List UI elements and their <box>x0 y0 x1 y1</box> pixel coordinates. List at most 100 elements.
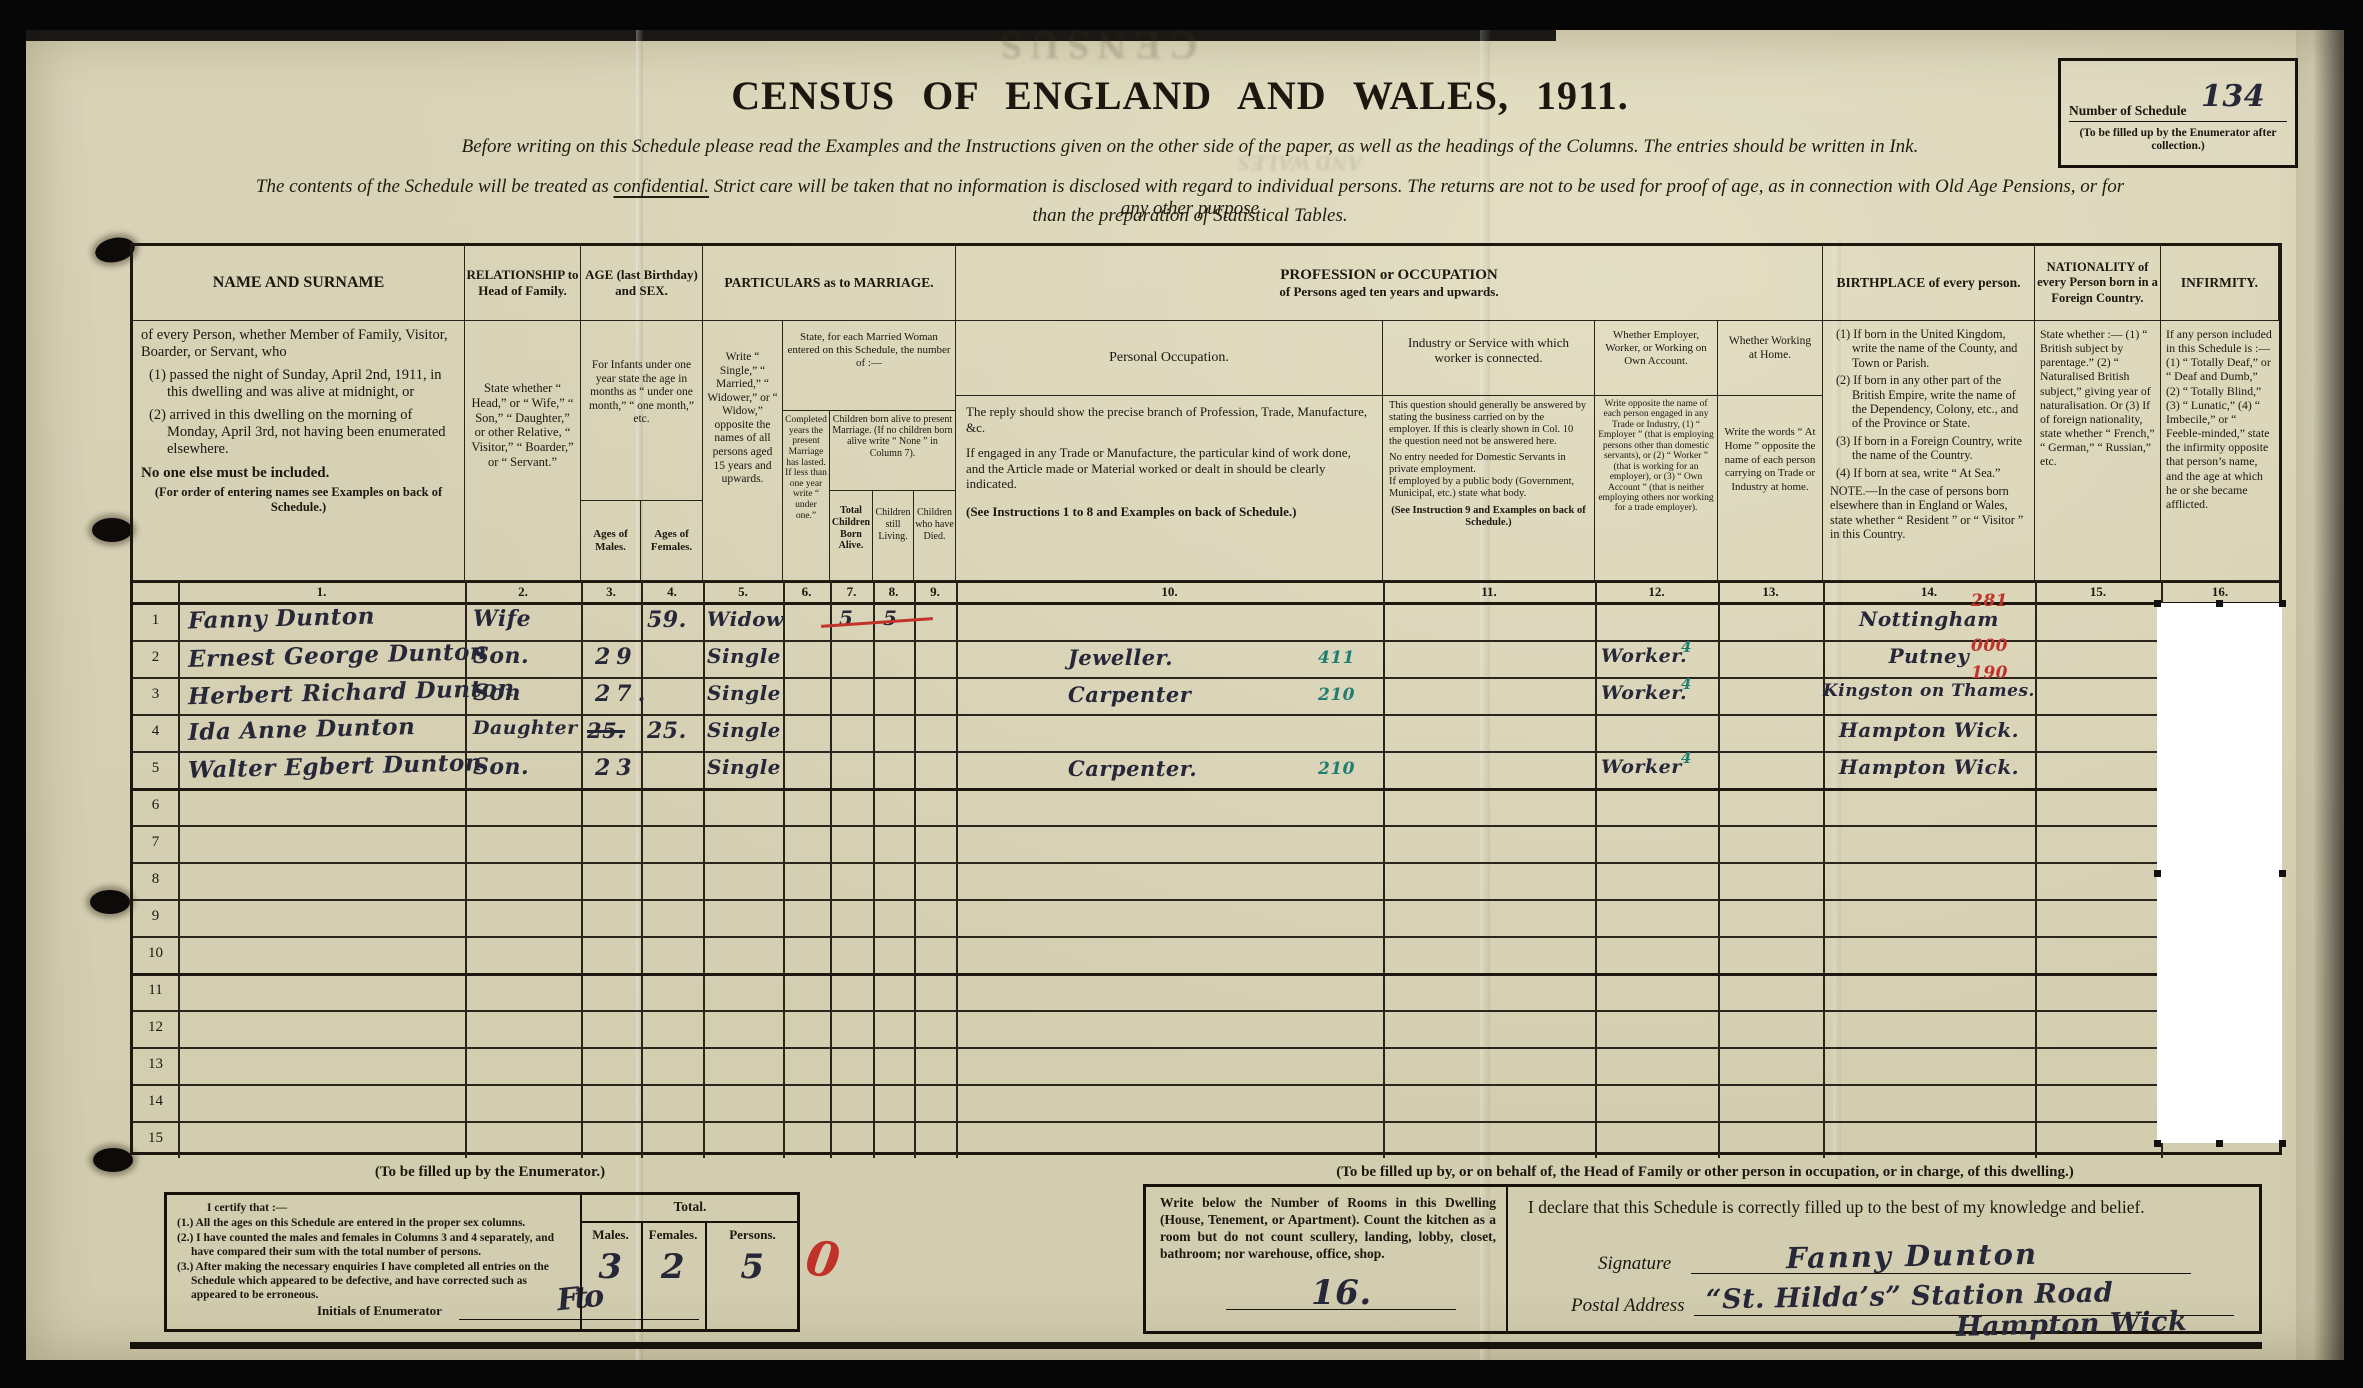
enumerator-certify: I certify that :— (1.) All the ages on t… <box>177 1201 575 1302</box>
age-female-entry: 59. <box>647 607 687 633</box>
females-label: Females. <box>648 1227 698 1242</box>
marriage-entry: Single <box>707 644 781 668</box>
column-number: 1. <box>316 584 327 599</box>
total-underline <box>580 1221 800 1223</box>
row-number: 2 <box>151 649 160 665</box>
selection-handle[interactable] <box>2216 1140 2223 1147</box>
postal-address-label: Postal Address <box>1571 1295 1685 1316</box>
selection-handle[interactable] <box>2216 600 2223 607</box>
desc-relationship: State whether “ Head,” or “ Wife,” “ Son… <box>465 321 581 581</box>
selection-handle[interactable] <box>2154 1140 2161 1147</box>
birthplace-code: 190 <box>1971 663 2008 683</box>
header-infirmity: INFIRMITY. <box>2161 246 2279 321</box>
employer-status-entry: Worker. <box>1601 682 1688 704</box>
column-line <box>1823 581 1825 1158</box>
column-line <box>641 581 643 1158</box>
relationship-entry: Wife <box>473 606 532 632</box>
desc-industry-service: This question should generally be answer… <box>1383 396 1595 581</box>
age-male-entry: 29 <box>595 644 638 670</box>
selection-handle[interactable] <box>2154 870 2161 877</box>
employer-status-entry: Worker. <box>1601 645 1688 667</box>
row-line <box>133 714 2279 716</box>
row-number: 4 <box>151 723 160 739</box>
name-desc-note2: (For order of entering names see Example… <box>154 484 443 514</box>
industry-desc-p2: No entry needed for Domestic Servants in… <box>1389 452 1566 476</box>
column-line <box>2035 581 2037 1158</box>
profession-group-title: PROFESSION or OCCUPATION <box>1280 266 1498 283</box>
birthplace-item1: (1) If born in the United Kingdom, write… <box>1836 327 2018 370</box>
row-number: 6 <box>151 797 160 813</box>
header-marriage-group: PARTICULARS as to MARRIAGE. <box>703 246 956 321</box>
certify-item1: (1.) All the ages on this Schedule are e… <box>177 1217 526 1230</box>
relationship-entry: Son. <box>473 643 530 669</box>
total-label: Total. <box>673 1199 707 1214</box>
schedule-number-note: (To be filled up by the Enumerator after… <box>2079 127 2277 153</box>
row-number: 12 <box>148 1019 163 1035</box>
persons-total-value: 5 <box>740 1247 765 1287</box>
occupation-entry: Carpenter. <box>1068 756 1198 781</box>
desc-marriage-single: Write “ Single,” “ Married,” “ Widower,”… <box>703 321 783 581</box>
desc-children-born: Total Children Born Alive. <box>830 491 873 581</box>
punch-hole <box>92 518 132 542</box>
desc-ages-females: Ages of Females. <box>641 501 703 581</box>
desc-name-column: of every Person, whether Member of Famil… <box>133 321 465 581</box>
row-line <box>133 899 2279 901</box>
signature-label: Signature <box>1598 1253 1672 1274</box>
column-number: 12. <box>1648 584 1665 599</box>
column-number: 11. <box>1481 584 1497 599</box>
selection-handle[interactable] <box>2279 870 2286 877</box>
column-number: 15. <box>2089 584 2107 599</box>
occupation-desc-p3: (See Instructions 1 to 8 and Examples on… <box>966 503 1297 519</box>
employer-code: 4 <box>1681 675 1692 693</box>
row-number: 7 <box>151 834 160 850</box>
schedule-number-line: Number of Schedule 134 <box>2069 79 2287 122</box>
name-entry: Ernest George Dunton <box>187 638 488 673</box>
declaration-text: I declare that this Schedule is correctl… <box>1528 1197 2145 1217</box>
desc-married-woman: State, for each Married Woman entered on… <box>783 321 956 411</box>
initials-label: Initials of Enumerator <box>317 1303 442 1318</box>
row-line <box>133 936 2279 938</box>
row-number: 5 <box>151 760 160 776</box>
schedule-number-value: 134 <box>2201 79 2266 114</box>
header-name-surname: NAME AND SURNAME <box>133 246 465 321</box>
birthplace-item2: (2) If born in any other part of the Bri… <box>1836 373 2019 431</box>
row-line <box>133 677 2279 679</box>
birthplace-code: 281 <box>1971 591 2008 611</box>
row-number: 1 <box>151 612 160 628</box>
red-strike-line <box>821 617 933 628</box>
page-title: CENSUS OF ENGLAND AND WALES, 1911. <box>731 73 1629 118</box>
desc-children-group: Children born alive to present Marriage.… <box>830 411 956 491</box>
redaction-selection-overlay[interactable] <box>2154 600 2286 1147</box>
scan-edge-artifact <box>26 30 1556 41</box>
certify-item3: (3.) After making the necessary enquirie… <box>177 1261 549 1302</box>
marriage-entry: Single <box>707 718 781 742</box>
column-line <box>873 581 875 1158</box>
selection-handle[interactable] <box>2279 600 2286 607</box>
instruction-line-2a: The contents of the Schedule will be tre… <box>255 176 614 197</box>
household-divider <box>1506 1187 1508 1331</box>
schedule-number-label: Number of Schedule <box>2069 103 2187 118</box>
rooms-line <box>1226 1309 1456 1310</box>
row-line <box>133 1047 2279 1049</box>
selection-handle[interactable] <box>2154 600 2161 607</box>
column-number: 3. <box>606 584 616 599</box>
birthplace-item4: (4) If born at sea, write “ At Sea.” <box>1836 465 2001 480</box>
females-total-value: 2 <box>660 1247 686 1287</box>
instruction-line-2: The contents of the Schedule will be tre… <box>250 176 2130 220</box>
column-line <box>581 581 583 1158</box>
row-number: 10 <box>148 945 163 961</box>
punch-hole <box>90 890 130 914</box>
row-line <box>133 825 2279 827</box>
bottom-rule <box>130 1342 2262 1349</box>
label-employer-worker: Whether Employer, Worker, or Working on … <box>1595 321 1718 396</box>
desc-infirmity: If any person included in this Schedule … <box>2161 321 2279 581</box>
column-line <box>178 581 180 1158</box>
paper-sheet <box>26 30 2344 1360</box>
children-born-entry: 5 <box>839 606 854 630</box>
column-number: 7. <box>846 584 857 599</box>
selection-handle[interactable] <box>2279 1140 2286 1147</box>
enumerator-caption: (To be filled up by the Enumerator.) <box>374 1164 606 1180</box>
column-line <box>1718 581 1720 1158</box>
column-number-band <box>133 581 2279 605</box>
schedule-number-box: Number of Schedule 134 (To be filled up … <box>2058 58 2298 168</box>
